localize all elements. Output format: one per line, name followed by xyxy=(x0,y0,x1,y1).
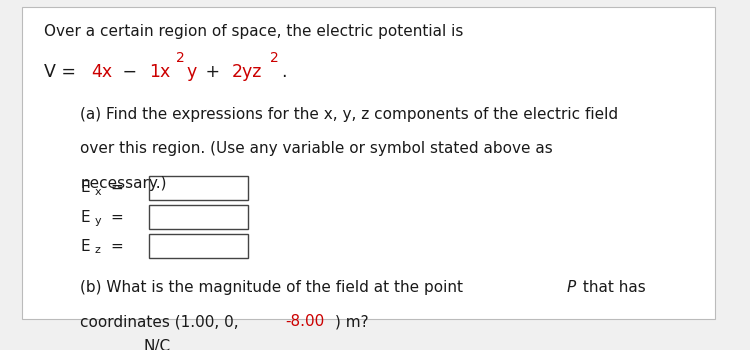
Text: 2: 2 xyxy=(176,51,184,65)
Text: −: − xyxy=(117,63,142,82)
Text: x: x xyxy=(94,187,101,197)
FancyBboxPatch shape xyxy=(80,334,135,350)
Text: 2yz: 2yz xyxy=(232,63,262,82)
Text: over this region. (Use any variable or symbol stated above as: over this region. (Use any variable or s… xyxy=(80,141,553,156)
Text: coordinates (1.00, 0,: coordinates (1.00, 0, xyxy=(80,314,244,329)
FancyBboxPatch shape xyxy=(22,7,715,318)
Text: =: = xyxy=(111,210,124,224)
Text: 4x: 4x xyxy=(91,63,112,82)
Text: .: . xyxy=(281,63,286,82)
Text: (b) What is the magnitude of the field at the point: (b) What is the magnitude of the field a… xyxy=(80,280,468,295)
Text: =: = xyxy=(111,239,124,254)
Text: (a) Find the expressions for the x, y, z components of the electric field: (a) Find the expressions for the x, y, z… xyxy=(80,107,618,122)
Text: z: z xyxy=(94,245,100,255)
Text: E: E xyxy=(80,180,90,195)
FancyBboxPatch shape xyxy=(149,176,248,200)
Text: +: + xyxy=(200,63,226,82)
Text: necessary.): necessary.) xyxy=(80,176,166,190)
FancyBboxPatch shape xyxy=(149,205,248,229)
Text: V =: V = xyxy=(44,63,81,82)
Text: E: E xyxy=(80,210,90,224)
Text: 2: 2 xyxy=(270,51,279,65)
Text: =: = xyxy=(111,180,124,195)
Text: 1x: 1x xyxy=(149,63,170,82)
Text: Over a certain region of space, the electric potential is: Over a certain region of space, the elec… xyxy=(44,25,463,40)
FancyBboxPatch shape xyxy=(149,234,248,258)
Text: y: y xyxy=(187,63,197,82)
Text: P: P xyxy=(567,280,576,295)
Text: y: y xyxy=(94,216,101,226)
Text: that has: that has xyxy=(578,280,646,295)
Text: E: E xyxy=(80,239,90,254)
Text: ) m?: ) m? xyxy=(334,314,368,329)
Text: -8.00: -8.00 xyxy=(285,314,325,329)
Text: N/C: N/C xyxy=(144,338,171,350)
